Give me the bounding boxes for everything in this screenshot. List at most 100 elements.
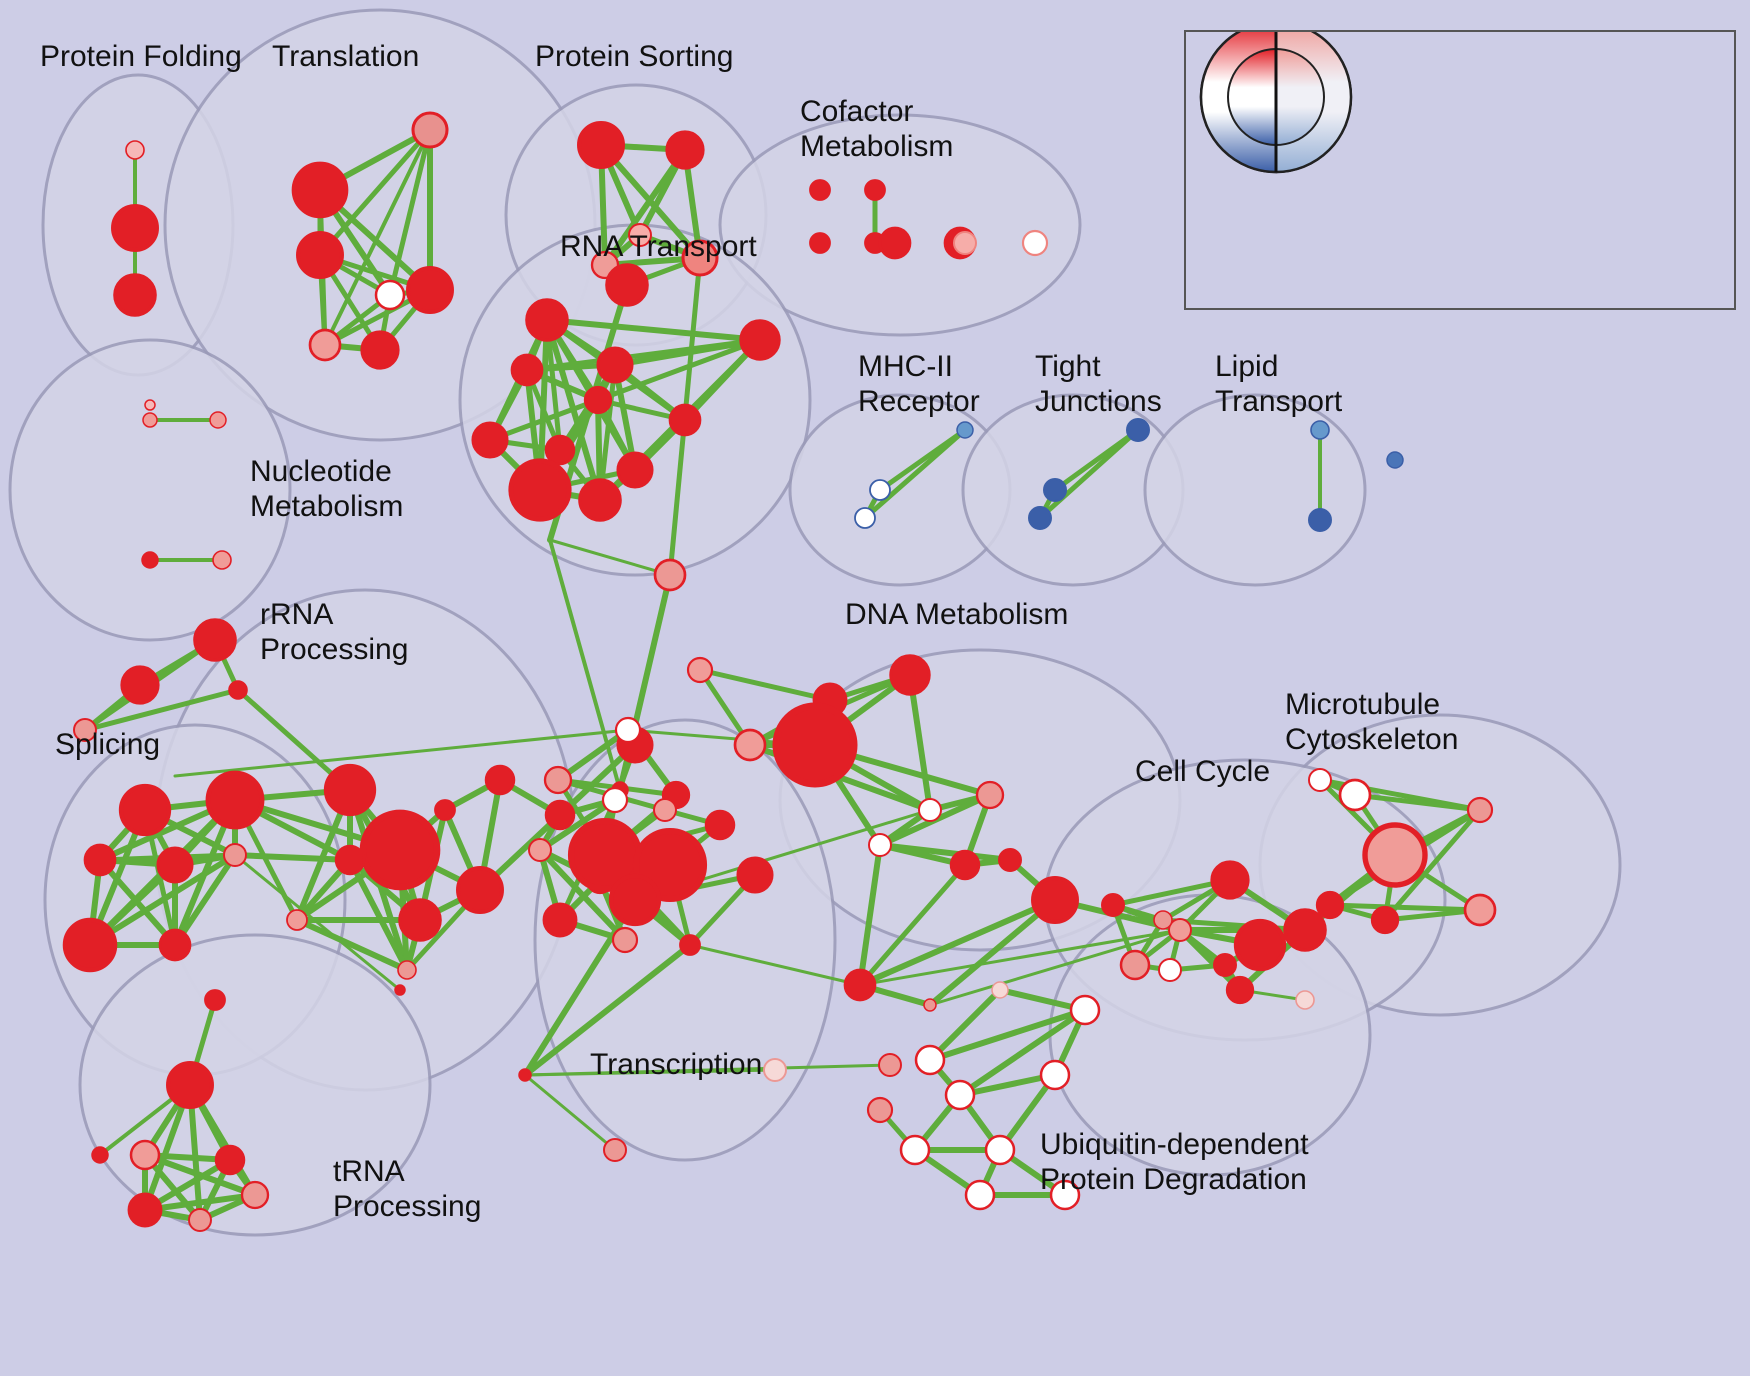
gene-node-84[interactable]	[129, 1194, 161, 1226]
gene-node-45[interactable]	[1127, 419, 1149, 441]
gene-node-8[interactable]	[310, 330, 340, 360]
gene-node-34[interactable]	[210, 412, 226, 428]
gene-node-85[interactable]	[189, 1209, 211, 1231]
gene-node-7[interactable]	[298, 233, 342, 277]
gene-node-1[interactable]	[113, 206, 157, 250]
gene-node-6[interactable]	[408, 268, 452, 312]
gene-node-109[interactable]	[869, 834, 891, 856]
gene-node-128[interactable]	[1468, 798, 1492, 822]
gene-node-105[interactable]	[735, 730, 765, 760]
gene-node-61[interactable]	[160, 930, 190, 960]
gene-node-31[interactable]	[655, 560, 685, 590]
gene-node-68[interactable]	[435, 800, 455, 820]
gene-node-43[interactable]	[870, 480, 890, 500]
gene-node-66[interactable]	[398, 961, 416, 979]
gene-node-108[interactable]	[977, 782, 1003, 808]
gene-node-101[interactable]	[764, 1059, 786, 1081]
gene-node-113[interactable]	[924, 999, 936, 1011]
gene-node-126[interactable]	[1309, 769, 1331, 791]
gene-node-46[interactable]	[1044, 479, 1066, 501]
gene-node-73[interactable]	[603, 788, 627, 812]
gene-node-63[interactable]	[363, 813, 437, 887]
gene-node-50[interactable]	[1387, 452, 1403, 468]
gene-node-27[interactable]	[473, 423, 507, 457]
gene-node-55[interactable]	[121, 786, 169, 834]
gene-node-25[interactable]	[670, 405, 700, 435]
gene-node-59[interactable]	[224, 844, 246, 866]
gene-node-11[interactable]	[667, 132, 703, 168]
gene-node-135[interactable]	[946, 1081, 974, 1109]
gene-node-24[interactable]	[585, 387, 611, 413]
gene-node-52[interactable]	[195, 620, 235, 660]
gene-node-111[interactable]	[999, 849, 1021, 871]
gene-node-136[interactable]	[1041, 1061, 1069, 1089]
gene-node-107[interactable]	[776, 706, 854, 784]
gene-node-83[interactable]	[216, 1146, 244, 1174]
gene-node-44[interactable]	[855, 508, 875, 528]
gene-node-48[interactable]	[1311, 421, 1329, 439]
gene-node-77[interactable]	[613, 928, 637, 952]
gene-node-134[interactable]	[1071, 996, 1099, 1024]
gene-node-123[interactable]	[1227, 977, 1253, 1003]
gene-node-49[interactable]	[1309, 509, 1331, 531]
gene-node-117[interactable]	[1102, 894, 1124, 916]
gene-node-120[interactable]	[1214, 954, 1236, 976]
gene-node-79[interactable]	[92, 1147, 108, 1163]
gene-node-3[interactable]	[413, 113, 447, 147]
gene-node-9[interactable]	[362, 332, 398, 368]
gene-node-30[interactable]	[580, 480, 620, 520]
gene-node-38[interactable]	[810, 180, 830, 200]
gene-node-36[interactable]	[213, 551, 231, 569]
gene-node-106[interactable]	[891, 656, 929, 694]
gene-node-141[interactable]	[868, 1098, 892, 1122]
gene-node-121[interactable]	[1236, 921, 1284, 969]
gene-node-60[interactable]	[65, 920, 115, 970]
gene-node-56[interactable]	[208, 773, 262, 827]
gene-node-80[interactable]	[168, 1063, 212, 1107]
gene-node-47[interactable]	[1029, 507, 1051, 529]
gene-node-124[interactable]	[1296, 991, 1314, 1009]
gene-node-67[interactable]	[336, 846, 364, 874]
gene-node-33[interactable]	[143, 413, 157, 427]
gene-node-129[interactable]	[1317, 892, 1343, 918]
gene-node-19[interactable]	[1023, 231, 1047, 255]
gene-node-98[interactable]	[845, 970, 875, 1000]
gene-node-81[interactable]	[205, 990, 225, 1010]
gene-node-37[interactable]	[145, 400, 155, 410]
gene-node-39[interactable]	[810, 233, 830, 253]
gene-node-74[interactable]	[529, 839, 551, 861]
gene-node-138[interactable]	[901, 1136, 929, 1164]
gene-node-21[interactable]	[741, 321, 779, 359]
gene-node-22[interactable]	[512, 355, 542, 385]
gene-node-139[interactable]	[966, 1181, 994, 1209]
gene-node-119[interactable]	[1159, 959, 1181, 981]
gene-node-97[interactable]	[919, 799, 941, 821]
gene-node-15[interactable]	[607, 265, 647, 305]
gene-node-92[interactable]	[706, 811, 734, 839]
gene-node-96[interactable]	[738, 858, 772, 892]
gene-node-76[interactable]	[544, 904, 576, 936]
gene-node-118[interactable]	[1121, 951, 1149, 979]
gene-node-35[interactable]	[142, 552, 158, 568]
gene-node-51[interactable]	[122, 667, 158, 703]
gene-node-130[interactable]	[1372, 907, 1398, 933]
gene-node-94[interactable]	[611, 876, 659, 924]
gene-node-132[interactable]	[992, 982, 1008, 998]
gene-node-86[interactable]	[242, 1182, 268, 1208]
gene-node-88[interactable]	[545, 767, 571, 793]
gene-node-20[interactable]	[527, 300, 567, 340]
gene-node-26[interactable]	[546, 436, 574, 464]
gene-node-71[interactable]	[546, 801, 574, 829]
gene-node-131[interactable]	[1465, 895, 1495, 925]
gene-node-78[interactable]	[395, 985, 405, 995]
gene-node-23[interactable]	[598, 348, 632, 382]
gene-node-102[interactable]	[879, 1054, 901, 1076]
gene-node-57[interactable]	[85, 845, 115, 875]
gene-node-5[interactable]	[376, 281, 404, 309]
gene-node-40[interactable]	[880, 228, 910, 258]
gene-node-29[interactable]	[511, 461, 569, 519]
gene-node-116[interactable]	[1154, 911, 1172, 929]
gene-node-54[interactable]	[229, 681, 247, 699]
gene-node-28[interactable]	[618, 453, 652, 487]
gene-node-87[interactable]	[616, 718, 640, 742]
